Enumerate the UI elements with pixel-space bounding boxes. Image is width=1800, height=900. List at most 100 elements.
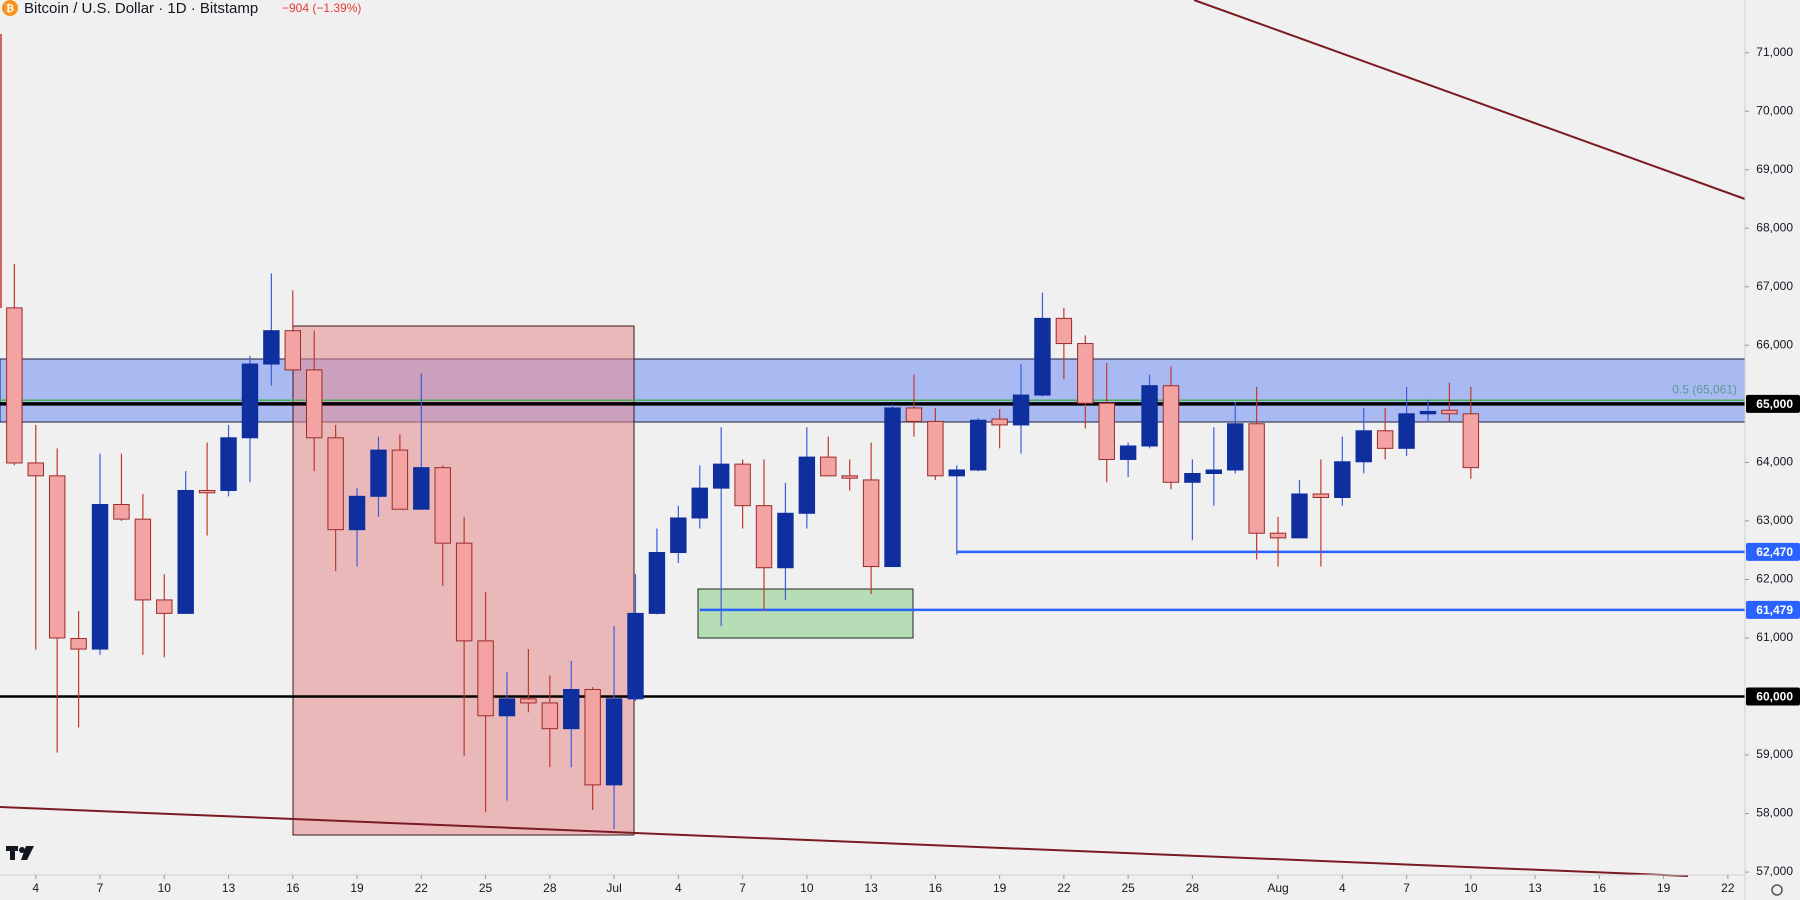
candle-body (1012, 394, 1030, 426)
x-tick-label: 19 (993, 881, 1007, 895)
y-tick-label: 59,000 (1756, 747, 1793, 761)
candle-body (1034, 317, 1051, 396)
x-tick-label: 10 (158, 881, 172, 895)
candle-body (627, 612, 644, 700)
candle-body (70, 638, 87, 650)
level-label: 61,479 (1756, 603, 1793, 617)
level-label: 60,000 (1756, 690, 1793, 704)
candle-body (691, 487, 708, 519)
candle-body (134, 518, 152, 601)
candle-body (113, 504, 130, 520)
candle-body (1098, 402, 1115, 460)
candle-body (991, 418, 1008, 426)
resistance-zone (0, 358, 1746, 423)
candle-body (1055, 317, 1073, 345)
candle-body (884, 407, 901, 568)
y-tick-label: 62,000 (1756, 572, 1793, 586)
x-tick-label: 4 (32, 881, 39, 895)
candle-body (434, 467, 451, 544)
candle-body (798, 456, 816, 514)
candle-body (391, 449, 409, 510)
y-tick-label: 66,000 (1756, 337, 1793, 351)
candle-body (670, 517, 687, 554)
candle-body (348, 495, 366, 531)
logo (6, 846, 34, 860)
candle-body (755, 505, 773, 569)
y-tick-label: 57,000 (1756, 864, 1793, 878)
candle-body (6, 307, 23, 464)
bitcoin-symbol: ₿ (6, 3, 14, 15)
y-tick-label: 67,000 (1756, 279, 1793, 293)
candle-body (477, 640, 494, 717)
candle-body (563, 688, 580, 730)
candle-body (1355, 430, 1372, 463)
candle-body (1376, 430, 1394, 449)
y-tick-label: 58,000 (1756, 806, 1793, 820)
settings-icon[interactable] (1771, 884, 1783, 896)
y-tick-label: 63,000 (1756, 513, 1793, 527)
x-tick-label: 7 (739, 881, 746, 895)
candle-body (1291, 493, 1308, 539)
x-tick-label: 4 (675, 881, 682, 895)
x-tick-label: 28 (543, 881, 557, 895)
candle-body (1162, 385, 1180, 483)
candle-body (177, 489, 194, 614)
candle-body (455, 542, 473, 642)
level-label: 62,470 (1756, 545, 1793, 559)
x-tick-label: 7 (97, 881, 104, 895)
fib-label: 0.5 (65,061) (1672, 382, 1737, 396)
candle-body (820, 456, 837, 477)
y-tick-label: 64,000 (1756, 455, 1793, 469)
candle-body (241, 363, 259, 439)
candle-body (370, 449, 387, 497)
candle-body (91, 504, 109, 650)
candle-body (48, 475, 66, 639)
y-tick-label: 68,000 (1756, 220, 1793, 234)
candle-body (584, 688, 601, 786)
level-tag (1746, 542, 1800, 561)
y-tick-label: 70,000 (1756, 103, 1793, 117)
candle-body (927, 420, 944, 477)
x-tick-label: 13 (1528, 881, 1542, 895)
x-tick-label: 10 (800, 881, 814, 895)
candle-body (648, 552, 666, 614)
candle-body (1419, 410, 1437, 415)
x-tick-label: 4 (1339, 881, 1346, 895)
x-tick-label: Jul (606, 881, 621, 895)
candle-body (156, 599, 173, 614)
candle-body (1141, 385, 1158, 447)
y-tick-label: 71,000 (1756, 45, 1793, 59)
candle-body (413, 467, 430, 510)
x-tick-label: 16 (1593, 881, 1607, 895)
candle-body (1248, 423, 1265, 534)
x-tick-label: 25 (1121, 881, 1135, 895)
candle-body (1441, 409, 1458, 415)
trend-line (1193, 0, 1746, 200)
candle-body (263, 330, 280, 365)
y-tick-label: 61,000 (1756, 630, 1793, 644)
x-tick-label: 16 (286, 881, 300, 895)
candle-body (306, 369, 323, 439)
candle-body (1119, 445, 1137, 460)
x-tick-label: 10 (1464, 881, 1478, 895)
x-tick-label: 22 (415, 881, 429, 895)
support-box (697, 588, 914, 639)
x-tick-label: 16 (929, 881, 943, 895)
y-tick-label: 69,000 (1756, 162, 1793, 176)
candle-body (520, 698, 537, 704)
x-tick-label: 7 (1403, 881, 1410, 895)
x-tick-label: 22 (1721, 881, 1735, 895)
price-change: −904 (−1.39%) (282, 1, 361, 15)
candle-body (284, 330, 302, 371)
candle-body (777, 512, 794, 569)
candle-body (1184, 472, 1201, 483)
candle-body (1205, 469, 1223, 474)
candle-body (327, 437, 344, 531)
candle-body (605, 698, 623, 786)
marks (0, 263, 1745, 830)
candle-body (1462, 413, 1480, 469)
x-tick-label: 13 (222, 881, 236, 895)
candle-body (1334, 461, 1351, 498)
candle-body (1077, 343, 1094, 404)
